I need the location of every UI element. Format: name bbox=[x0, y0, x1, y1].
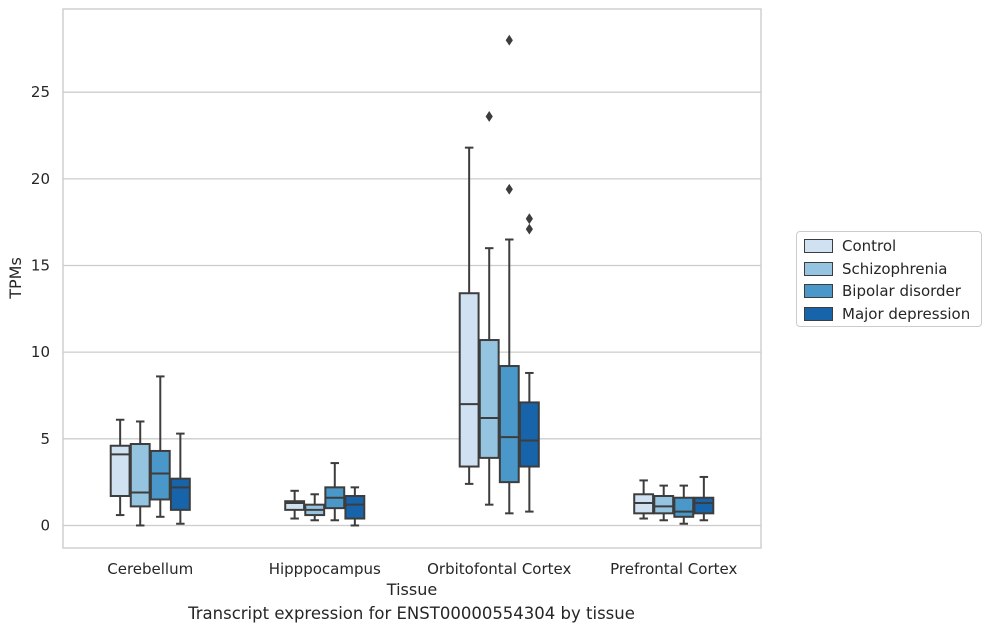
box-bipolar-disorder-1 bbox=[324, 462, 346, 522]
legend-label-schizophrenia: Schizophrenia bbox=[842, 259, 948, 278]
y-axis-title: TPMs bbox=[6, 257, 25, 300]
legend-label-major-depression: Major depression bbox=[842, 304, 971, 323]
box-body bbox=[344, 495, 366, 520]
x-axis-title: Tissue bbox=[386, 580, 437, 599]
legend-swatch-schizophrenia bbox=[804, 261, 833, 276]
legend-item-bipolar-disorder: Bipolar disorder bbox=[804, 280, 981, 303]
legend-item-control: Control bbox=[804, 235, 981, 258]
grid-lines bbox=[63, 91, 761, 527]
outlier-point bbox=[485, 111, 493, 122]
legend-label-control: Control bbox=[842, 237, 897, 256]
box-body bbox=[653, 495, 675, 515]
box-major-depression-2 bbox=[518, 213, 540, 513]
box-body bbox=[109, 444, 131, 498]
box-plot-marks bbox=[109, 34, 715, 527]
box-bipolar-disorder-2 bbox=[498, 34, 520, 515]
box-major-depression-1 bbox=[344, 486, 366, 527]
box-major-depression-3 bbox=[693, 475, 715, 522]
box-schizophrenia-1 bbox=[304, 493, 326, 522]
box-body bbox=[149, 449, 171, 501]
box-body bbox=[458, 292, 480, 468]
outlier-point bbox=[525, 223, 533, 235]
box-body bbox=[284, 500, 306, 511]
box-schizophrenia-3 bbox=[653, 484, 675, 522]
chart-caption: Transcript expression for ENST0000055430… bbox=[188, 604, 635, 623]
y-tick-labels: 0 5 10 15 20 25 bbox=[31, 83, 50, 534]
y-tick-label-25: 25 bbox=[31, 83, 50, 101]
box-bipolar-disorder-3 bbox=[673, 484, 695, 525]
plot-frame bbox=[62, 8, 762, 549]
outlier-point bbox=[505, 183, 513, 195]
outlier-point bbox=[505, 34, 513, 46]
y-tick-label-10: 10 bbox=[31, 343, 50, 361]
legend: Control Schizophrenia Bipolar disorder M… bbox=[796, 231, 982, 327]
y-tick-label-5: 5 bbox=[40, 430, 50, 448]
legend-label-bipolar-disorder: Bipolar disorder bbox=[842, 282, 961, 301]
legend-swatch-major-depression bbox=[804, 306, 833, 321]
x-tick-label-cerebellum: Cerebellum bbox=[107, 560, 193, 578]
box-schizophrenia-0 bbox=[129, 420, 151, 527]
legend-item-major-depression: Major depression bbox=[804, 303, 981, 326]
box-schizophrenia-2 bbox=[478, 111, 500, 506]
box-control-1 bbox=[284, 489, 306, 520]
box-major-depression-0 bbox=[169, 432, 191, 525]
y-tick-label-20: 20 bbox=[31, 170, 50, 188]
x-tick-label-hipppocampus: Hipppocampus bbox=[269, 560, 381, 578]
box-body bbox=[673, 496, 695, 518]
legend-swatch-bipolar-disorder bbox=[804, 284, 833, 299]
box-control-3 bbox=[633, 479, 655, 520]
box-body bbox=[693, 496, 715, 515]
box-body bbox=[129, 443, 151, 508]
box-bipolar-disorder-0 bbox=[149, 375, 171, 518]
box-body bbox=[498, 365, 520, 484]
x-tick-label-orbitofontal-cortex: Orbitofontal Cortex bbox=[427, 560, 571, 578]
box-control-0 bbox=[109, 418, 131, 517]
y-tick-label-0: 0 bbox=[40, 516, 50, 534]
outlier-point bbox=[525, 213, 533, 225]
legend-swatch-control bbox=[804, 239, 833, 254]
legend-item-schizophrenia: Schizophrenia bbox=[804, 258, 981, 281]
y-tick-label-15: 15 bbox=[31, 257, 50, 275]
box-body bbox=[518, 401, 540, 468]
box-control-2 bbox=[458, 146, 480, 485]
x-tick-labels: Cerebellum Hipppocampus Orbitofontal Corte… bbox=[107, 560, 737, 578]
box-body bbox=[478, 339, 500, 459]
box-body bbox=[169, 477, 191, 511]
x-tick-label-prefrontal-cortex: Prefrontal Cortex bbox=[610, 560, 737, 578]
